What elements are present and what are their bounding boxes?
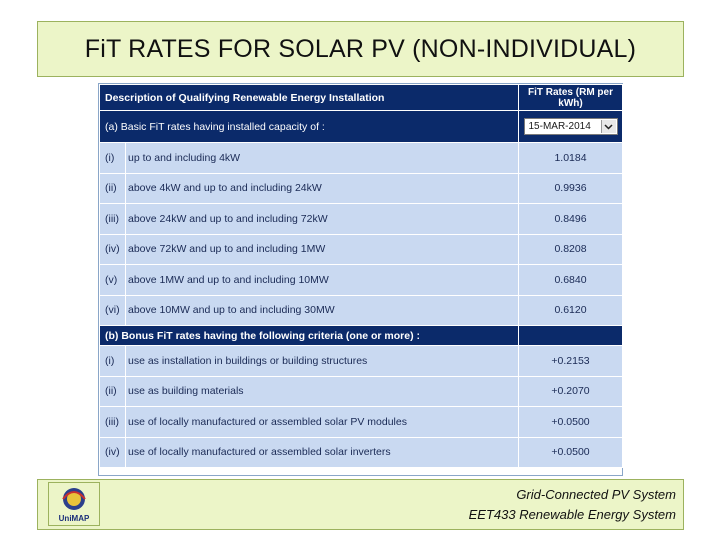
section-b-label: (b) Bonus FiT rates having the following…: [99, 325, 519, 346]
university-logo-icon: UniMAP: [48, 482, 100, 526]
table-row: (iv) use of locally manufactured or assem…: [99, 436, 623, 468]
section-a-label: (a) Basic FiT rates having installed cap…: [99, 110, 519, 143]
row-description: use as installation in buildings or buil…: [125, 345, 519, 377]
table-row: (ii) above 4kW and up to and including 24…: [99, 172, 623, 204]
date-select[interactable]: 15-MAR-2014: [523, 118, 618, 135]
table-row: (i) use as installation in buildings or b…: [99, 345, 623, 377]
title-box: FiT RATES FOR SOLAR PV (NON-INDIVIDUAL): [37, 21, 684, 77]
row-rate: +0.0500: [518, 406, 623, 438]
row-rate: 0.9936: [518, 172, 623, 204]
row-description: use of locally manufactured or assembled…: [125, 406, 519, 438]
row-description: above 24kW and up to and including 72kW: [125, 203, 519, 235]
row-number: (vi): [99, 294, 126, 326]
table-row: (v) above 1MW and up to and including 10M…: [99, 264, 623, 296]
footer-line-1: Grid-Connected PV System: [516, 487, 676, 502]
row-number: (v): [99, 264, 126, 296]
page-title: FiT RATES FOR SOLAR PV (NON-INDIVIDUAL): [84, 34, 637, 63]
row-rate: 0.6840: [518, 264, 623, 296]
row-rate: 0.8496: [518, 203, 623, 235]
row-number: (iv): [99, 233, 126, 265]
row-description: above 72kW and up to and including 1MW: [125, 233, 519, 265]
row-number: (iii): [99, 203, 126, 235]
row-rate: +0.2070: [518, 375, 623, 407]
table-row: (i) up to and including 4kW 1.0184: [99, 142, 623, 174]
footer-box: [37, 479, 684, 530]
row-description: use as building materials: [125, 375, 519, 407]
row-rate: 0.8208: [518, 233, 623, 265]
row-number: (iii): [99, 406, 126, 438]
row-number: (i): [99, 142, 126, 174]
row-description: up to and including 4kW: [125, 142, 519, 174]
row-rate: +0.2153: [518, 345, 623, 377]
table-row: (iii) use of locally manufactured or asse…: [99, 406, 623, 438]
table-row: (vi) above 10MW and up to and including 3…: [99, 294, 623, 326]
row-number: (iv): [99, 436, 126, 468]
logo-text: UniMAP: [59, 514, 90, 523]
row-rate: 1.0184: [518, 142, 623, 174]
section-b-empty: [518, 325, 623, 346]
row-description: above 10MW and up to and including 30MW: [125, 294, 519, 326]
footer-text: Grid-Connected PV System EET433 Renewabl…: [469, 485, 676, 525]
table-row: (iv) above 72kW and up to and including 1…: [99, 233, 623, 265]
row-number: (ii): [99, 375, 126, 407]
row-description: above 1MW and up to and including 10MW: [125, 264, 519, 296]
footer-line-2: EET433 Renewable Energy System: [468, 507, 676, 522]
date-select-value: 15-MAR-2014: [528, 121, 591, 132]
row-rate: +0.0500: [518, 436, 623, 468]
header-rate: FiT Rates (RM per kWh): [518, 84, 623, 111]
row-number: (ii): [99, 172, 126, 204]
header-description: Description of Qualifying Renewable Ener…: [99, 84, 519, 111]
row-description: above 4kW and up to and including 24kW: [125, 172, 519, 204]
row-description: use of locally manufactured or assembled…: [125, 436, 519, 468]
section-a-row: (a) Basic FiT rates having installed cap…: [99, 110, 623, 143]
chevron-down-icon[interactable]: [600, 120, 616, 133]
table-row: (ii) use as building materials +0.2070: [99, 375, 623, 407]
row-number: (i): [99, 345, 126, 377]
fit-rates-table: Description of Qualifying Renewable Ener…: [98, 83, 623, 476]
row-rate: 0.6120: [518, 294, 623, 326]
table-row: (iii) above 24kW and up to and including …: [99, 203, 623, 235]
section-b-row: (b) Bonus FiT rates having the following…: [99, 325, 623, 346]
table-header-row: Description of Qualifying Renewable Ener…: [99, 84, 623, 111]
